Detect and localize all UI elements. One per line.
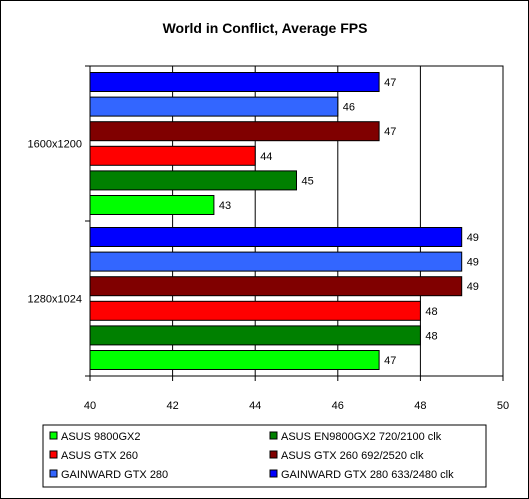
bar [89,145,256,166]
legend-label: ASUS 9800GX2 [61,431,141,443]
legend-label: GAINWARD GTX 280 633/2480 clk [281,469,454,481]
bar-value-label: 49 [467,232,479,244]
legend-label: ASUS GTX 260 692/2520 clk [281,450,424,462]
legend-label: ASUS EN9800GX2 720/2100 clk [281,431,442,443]
legend-label: ASUS GTX 260 [61,450,138,462]
bar [89,72,380,92]
legend [42,424,487,488]
bar-value-label: 45 [302,175,314,187]
bar-value-label: 48 [425,306,437,318]
bar [89,227,463,247]
plot-area [89,65,504,377]
x-tick-label: 42 [166,400,178,412]
bar [89,195,215,215]
bar-value-label: 49 [467,281,479,293]
bar-value-label: 47 [384,355,396,367]
legend-swatch [269,450,278,459]
legend-swatch [49,450,58,459]
legend-label: GAINWARD GTX 280 [61,469,168,481]
chart-title: World in Conflict, Average FPS [163,20,368,36]
bar [89,121,380,142]
bars: 43 45 44 47 46 47 47 48 48 49 49 49 [89,72,479,370]
legend-swatch [269,469,278,478]
category-label: 1280x1024 [28,294,82,306]
x-tick-label: 48 [414,400,426,412]
bar [89,170,297,191]
bar [89,350,380,370]
bar [89,251,463,272]
bar [89,325,421,346]
legend-swatch [269,431,278,440]
x-tick-label: 50 [497,400,509,412]
bar-value-label: 44 [260,151,272,163]
x-tick-label: 40 [84,400,96,412]
bar-value-label: 48 [425,330,437,342]
bar-value-label: 46 [343,102,355,114]
category-label: 1600x1200 [28,139,82,151]
bar [89,300,421,321]
bar-value-label: 49 [467,257,479,269]
axes: 40 42 44 46 48 50 1600x1200 1280x1024 [28,65,509,412]
x-tick-label: 46 [332,400,344,412]
x-tick-label: 44 [249,400,261,412]
bar-value-label: 43 [219,200,231,212]
bar-value-label: 47 [384,126,396,138]
gridlines [172,66,421,376]
legend-swatch [49,431,58,440]
legend-entries: ASUS 9800GX2 ASUS EN9800GX2 720/2100 clk A… [49,431,454,481]
bar [89,96,339,117]
bar-value-label: 47 [384,77,396,89]
bar [89,276,463,297]
legend-swatch [49,469,58,478]
